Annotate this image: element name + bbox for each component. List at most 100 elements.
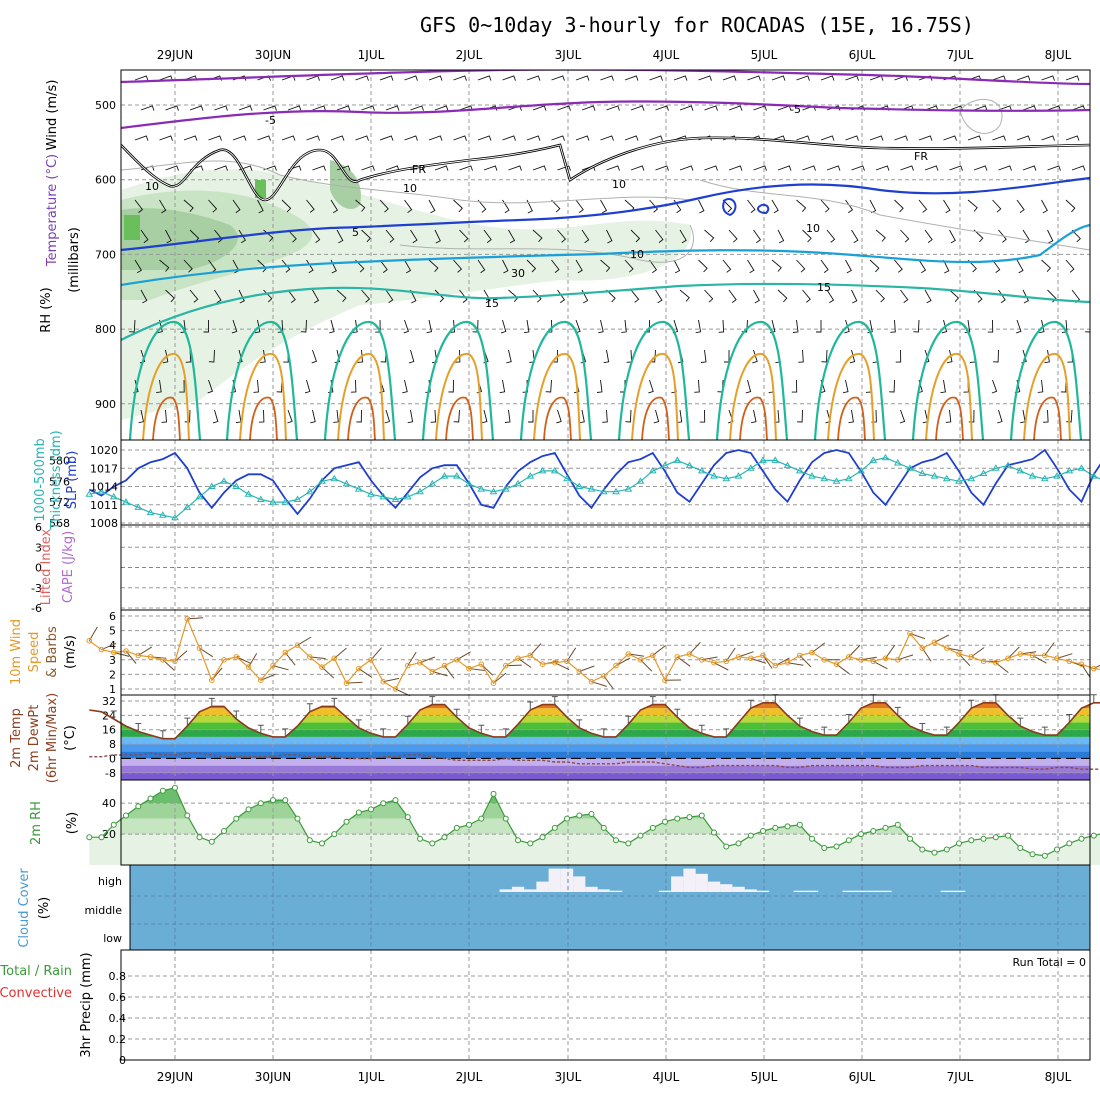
wind10-point: [650, 652, 656, 659]
wind10-point: [319, 664, 325, 670]
thickness-point: [391, 495, 400, 502]
wind-barb: [459, 229, 469, 243]
thickness-point: [256, 495, 265, 502]
wind-barb: [581, 105, 596, 111]
thickness-point: [367, 490, 375, 497]
thickness-point: [857, 466, 865, 474]
wind-barb: [575, 259, 583, 274]
wind-barb: [600, 259, 611, 272]
wind10-point: [1091, 665, 1097, 672]
cloud-bar: [573, 876, 586, 892]
wind-barb: [606, 105, 620, 111]
wind-barb: [552, 349, 558, 363]
thickness-point: [955, 477, 963, 484]
wind-barb: [655, 229, 664, 243]
wind-barb: [330, 135, 345, 141]
wind-barb: [481, 409, 488, 424]
wind-barb: [606, 289, 616, 303]
cloud-bar: [524, 889, 537, 892]
wind-barb: [477, 259, 486, 274]
rh2m-point: [833, 843, 840, 850]
wind-barb: [851, 229, 859, 244]
rh2m-point: [649, 824, 656, 831]
temp-minmax: [796, 717, 803, 727]
wind10-point: [674, 654, 681, 660]
rh2m-point: [184, 812, 191, 819]
wind10-point: [637, 657, 644, 663]
thickness-point: [403, 492, 412, 500]
wind-barb: [526, 259, 537, 273]
temp-ytick: -8: [105, 767, 116, 780]
rh2m-point: [270, 797, 276, 804]
upper-inner: -5 -5 FR FR 5 10 15 15 10 10 30 10 10: [121, 70, 1100, 440]
wind-barb: [403, 319, 409, 334]
wind-barb: [964, 319, 971, 334]
isotherm-20-arch: [323, 320, 397, 440]
wind-barb: [849, 349, 856, 364]
temp-minmax: [674, 708, 681, 718]
rh2m-point: [870, 828, 877, 834]
wind-barb: [508, 165, 522, 171]
wind-barb: [1095, 410, 1100, 423]
wind-ytick: 2: [109, 668, 116, 681]
cloud-bar: [548, 868, 561, 892]
wind-barb: [1091, 136, 1100, 141]
rh-band-40: [121, 787, 1090, 804]
wind-barb: [304, 379, 311, 394]
wind10-point: [503, 662, 509, 669]
cloud-bar: [511, 886, 525, 892]
thickness-point: [844, 474, 853, 482]
temp-minmax: [355, 719, 362, 728]
label-fr-a: FR: [412, 163, 426, 176]
bottom-date-label: 2JUL: [456, 1070, 483, 1084]
bottom-date-axis: 29JUN 30JUN 1JUL 2JUL 3JUL 4JUL 5JUL 6JUL 7JUL 8J…: [157, 1070, 1072, 1084]
rh2m-point: [429, 840, 436, 847]
wind-barb: [500, 319, 507, 334]
rh-band-30: [121, 803, 1090, 819]
rh-contour-1: [121, 160, 691, 204]
wind10m-panel: 1 23 45 6: [86, 609, 1100, 697]
wind-barb: [557, 229, 567, 243]
lifted-ytick: 0: [35, 562, 42, 575]
thickness-point: [538, 466, 547, 474]
wind-barb: [502, 75, 516, 81]
side-wind-label: Wind (m/s): [45, 80, 60, 151]
wind-barb: [851, 165, 865, 171]
wind-barb: [287, 105, 302, 111]
wind10-point: [1017, 651, 1024, 657]
thickness-point: [489, 487, 498, 495]
side-temp2m-b: 2m DewPt: [27, 705, 42, 772]
wind-barb: [434, 289, 445, 303]
thickness-point: [869, 456, 878, 463]
wind10-point: [98, 646, 105, 653]
wind10-point: [613, 662, 619, 669]
rh2m-point: [135, 803, 142, 810]
wind-barb: [434, 229, 441, 244]
wind-barb: [997, 409, 1003, 424]
wind-barb: [254, 319, 261, 334]
wind-barb: [625, 409, 632, 423]
temp-band: [121, 744, 1090, 752]
wind-barb: [214, 289, 222, 304]
top-date-label: 4JUL: [653, 48, 680, 62]
top-date-label: 3JUL: [555, 48, 582, 62]
wind-barb: [1065, 259, 1075, 273]
wind-barb: [924, 229, 933, 243]
wind-barb: [777, 165, 792, 171]
isotherm-20-arch: [617, 320, 691, 440]
wind10-point: [196, 645, 203, 651]
wind10-point: [454, 657, 460, 663]
lifted-ytick: 6: [35, 521, 42, 534]
wind-barb: [404, 199, 413, 213]
cloud-bar: [683, 868, 696, 892]
wind-barb: [796, 199, 807, 212]
thickness-point: [330, 474, 339, 482]
temp-minmax: [870, 694, 877, 703]
rh2m-point: [796, 821, 803, 828]
wind-barb: [257, 199, 264, 214]
wind-barb: [235, 409, 242, 424]
wind10-point: [86, 638, 93, 644]
wind-barb: [821, 349, 828, 363]
wind-barb: [189, 105, 204, 111]
rh2m-point: [662, 818, 668, 825]
